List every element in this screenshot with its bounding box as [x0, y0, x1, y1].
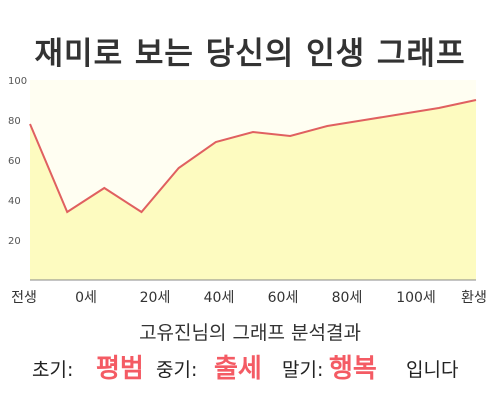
- result-ending: 입니다: [406, 359, 459, 381]
- y-tick-label: 80: [8, 116, 21, 127]
- x-tick-label: 100세: [396, 290, 436, 306]
- x-tick-label: 0세: [75, 290, 97, 306]
- x-tick-label: 60세: [268, 290, 299, 306]
- early-label: 초기:: [32, 359, 74, 381]
- analysis-title: 고유진님의 그래프 분석결과: [139, 322, 361, 344]
- x-tick-label: 80세: [332, 290, 363, 306]
- analysis-result: 초기: 평범 중기: 출세 말기: 행복 입니다: [0, 346, 500, 384]
- late-value: 행복: [329, 354, 377, 384]
- y-tick-label: 100: [8, 76, 27, 87]
- series-line: [29, 99, 477, 214]
- y-axis-ticks: 20 40 60 80 100: [8, 76, 27, 247]
- middle-label: 중기:: [156, 359, 198, 381]
- page-title: 재미로 보는 당신의 인생 그래프: [34, 36, 466, 72]
- y-tick-label: 40: [8, 196, 21, 207]
- x-tick-label: 40세: [204, 290, 235, 306]
- y-tick-label: 60: [8, 156, 21, 167]
- x-tick-label: 20세: [140, 290, 171, 306]
- x-tick-label: 환생: [461, 290, 487, 306]
- area-fill: [30, 100, 476, 280]
- x-axis-ticks: 전생 0세 20세 40세 60세 80세 100세 환생: [11, 290, 487, 306]
- x-tick-label: 전생: [11, 290, 37, 306]
- middle-value: 출세: [214, 354, 262, 384]
- late-label: 말기:: [282, 359, 324, 381]
- y-tick-label: 20: [8, 236, 21, 247]
- early-value: 평범: [96, 354, 144, 384]
